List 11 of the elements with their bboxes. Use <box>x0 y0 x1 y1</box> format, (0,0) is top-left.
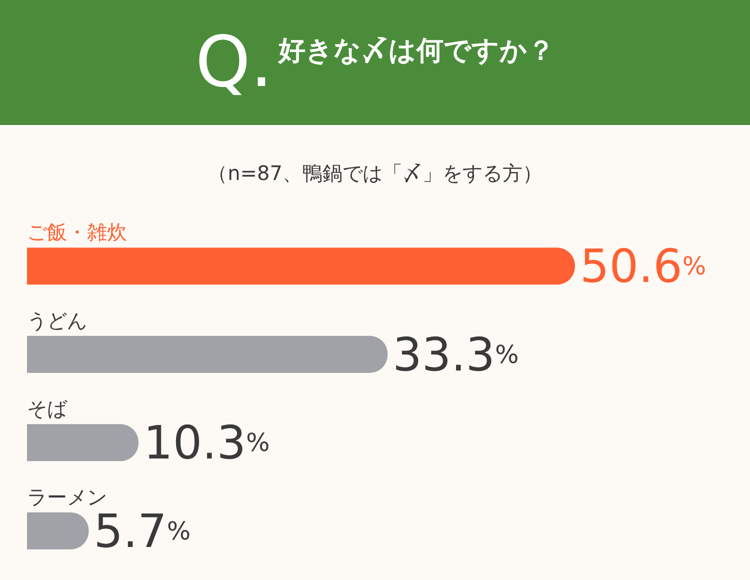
data-label: 10.3% <box>144 416 270 470</box>
bar <box>27 512 89 550</box>
y-tick-label: ご飯・雑炊 <box>27 220 127 244</box>
bar <box>27 248 575 285</box>
y-tick-label: そば <box>27 396 68 421</box>
data-label: 33.3% <box>392 327 519 382</box>
data-label: 50.6% <box>580 239 706 294</box>
chart-subtitle: （n=87、鴨鍋では「〆」をする方） <box>208 161 542 185</box>
bar <box>27 336 388 373</box>
bar <box>27 424 139 462</box>
y-tick-label: うどん <box>27 308 87 332</box>
